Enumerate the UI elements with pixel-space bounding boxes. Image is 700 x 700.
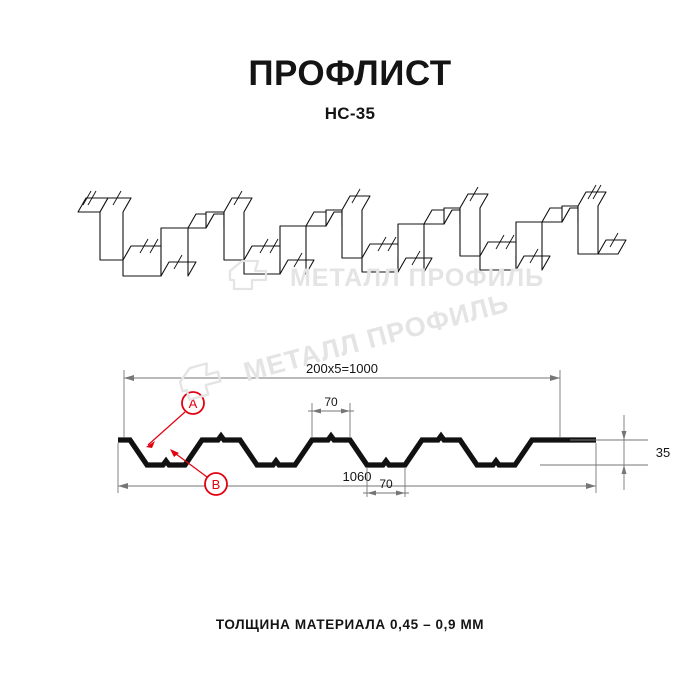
iso-face <box>99 197 132 261</box>
cross-section-svg: 200x5=1000 1060 70 <box>117 361 670 497</box>
dimension-bottom-flange: 70 <box>363 467 409 497</box>
dimension-top-flange: 70 <box>308 395 354 438</box>
dimension-label-pitch-total: 200x5=1000 <box>306 361 378 376</box>
iso-crease <box>529 248 539 264</box>
dimension-label-height: 35 <box>656 445 670 460</box>
dimension-label-overall-width: 1060 <box>343 469 372 484</box>
dimension-height: 35 <box>540 415 670 490</box>
callout-b-leader <box>171 450 208 478</box>
iso-face <box>459 193 489 257</box>
material-thickness-note: ТОЛЩИНА МАТЕРИАЛА 0,45 – 0,9 ММ <box>215 617 485 632</box>
iso-crease <box>592 184 602 200</box>
dimension-label-top-flange: 70 <box>324 395 338 409</box>
isometric-svg <box>77 184 627 277</box>
iso-crease <box>495 234 505 250</box>
dim-arrow-right <box>396 490 405 496</box>
callout-b[interactable]: B <box>170 449 228 496</box>
iso-crease <box>469 186 479 202</box>
iso-face <box>397 223 433 273</box>
iso-crease <box>505 234 515 250</box>
iso-crease <box>587 184 597 200</box>
iso-crease <box>293 252 303 268</box>
dim-arrow-right <box>341 408 350 414</box>
isometric-view <box>0 170 700 330</box>
iso-face <box>597 239 627 255</box>
iso-crease <box>411 250 421 266</box>
dim-arrow-top <box>621 431 627 440</box>
iso-crease <box>112 190 122 206</box>
iso-crease <box>149 238 159 254</box>
page-header: ПРОФЛИСТ НС-35 <box>0 0 700 122</box>
callout-a-label: A <box>189 396 198 411</box>
dimension-label-bottom-flange: 70 <box>379 477 393 491</box>
iso-crease <box>82 190 92 206</box>
dim-arrow-left <box>312 408 321 414</box>
iso-face <box>160 227 197 277</box>
callout-a[interactable]: A <box>146 391 205 448</box>
callout-b-circle[interactable] <box>204 472 228 496</box>
iso-crease <box>259 238 269 254</box>
dim-arrow-left <box>118 483 128 489</box>
dimension-overall-width: 1060 <box>117 443 597 493</box>
dim-arrow-right <box>586 483 596 489</box>
iso-crease <box>87 190 97 206</box>
dimension-pitch-total: 200x5=1000 <box>123 361 561 437</box>
iso-face <box>279 225 315 275</box>
profile-outline <box>118 431 596 468</box>
iso-crease <box>139 238 149 254</box>
iso-crease <box>173 254 183 270</box>
iso-crease <box>377 236 387 252</box>
iso-crease <box>351 188 361 204</box>
product-model-subtitle: НС-35 <box>324 104 376 123</box>
iso-face <box>577 191 607 255</box>
callout-b-arrow <box>170 449 179 457</box>
cross-section-view: 200x5=1000 1060 70 <box>0 345 700 525</box>
callout-b-label: B <box>212 477 221 492</box>
dim-arrow-right <box>550 375 560 381</box>
dim-arrow-left <box>124 375 134 381</box>
iso-crease <box>269 238 279 254</box>
dim-arrow-left <box>367 490 376 496</box>
callout-a-arrow <box>146 441 155 448</box>
iso-face <box>223 197 253 261</box>
callout-a-leader <box>147 411 186 446</box>
iso-face <box>515 221 551 271</box>
page-title: ПРОФЛИСТ <box>248 54 452 93</box>
dim-arrow-bottom <box>621 465 627 474</box>
iso-crease <box>233 190 243 206</box>
iso-face <box>341 195 371 259</box>
profile-outline-group <box>118 431 596 468</box>
iso-sheet-body <box>77 184 627 277</box>
iso-crease <box>609 232 619 248</box>
iso-crease <box>387 236 397 252</box>
